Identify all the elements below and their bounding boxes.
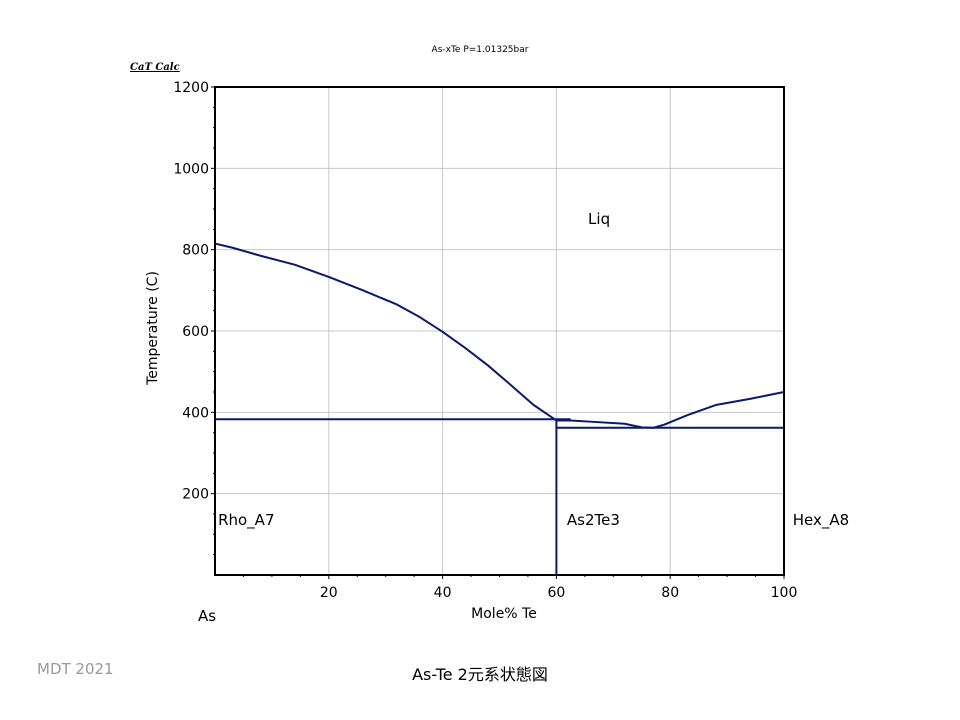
region-label: Hex_A8 bbox=[793, 511, 849, 530]
region-label: As2Te3 bbox=[567, 511, 620, 529]
y-tick-label: 800 bbox=[182, 243, 209, 259]
figure-caption: As-Te 2元系状態図 bbox=[412, 665, 548, 684]
x-tick-label: 60 bbox=[547, 585, 565, 601]
catcalc-logo: CaT Calc bbox=[130, 62, 180, 73]
y-tick-label: 400 bbox=[182, 405, 209, 421]
x-tick-label: 20 bbox=[320, 585, 338, 601]
x-tick-label: 100 bbox=[771, 585, 798, 601]
y-tick-label: 200 bbox=[182, 487, 209, 503]
left-endpoint-label: As bbox=[198, 607, 217, 625]
region-label: Liq bbox=[588, 210, 610, 228]
chart-title: As-xTe P=1.01325bar bbox=[431, 45, 529, 55]
y-tick-label: 600 bbox=[182, 324, 209, 340]
y-tick-label: 1000 bbox=[173, 161, 209, 177]
x-tick-label: 80 bbox=[661, 585, 679, 601]
region-label: Rho_A7 bbox=[218, 511, 274, 530]
x-axis-label: Mole% Te bbox=[471, 606, 537, 622]
x-tick-label: 40 bbox=[434, 585, 452, 601]
phase-boundary-1 bbox=[214, 242, 785, 429]
y-tick-label: 1200 bbox=[173, 80, 209, 96]
credit-text: MDT 2021 bbox=[37, 660, 114, 678]
